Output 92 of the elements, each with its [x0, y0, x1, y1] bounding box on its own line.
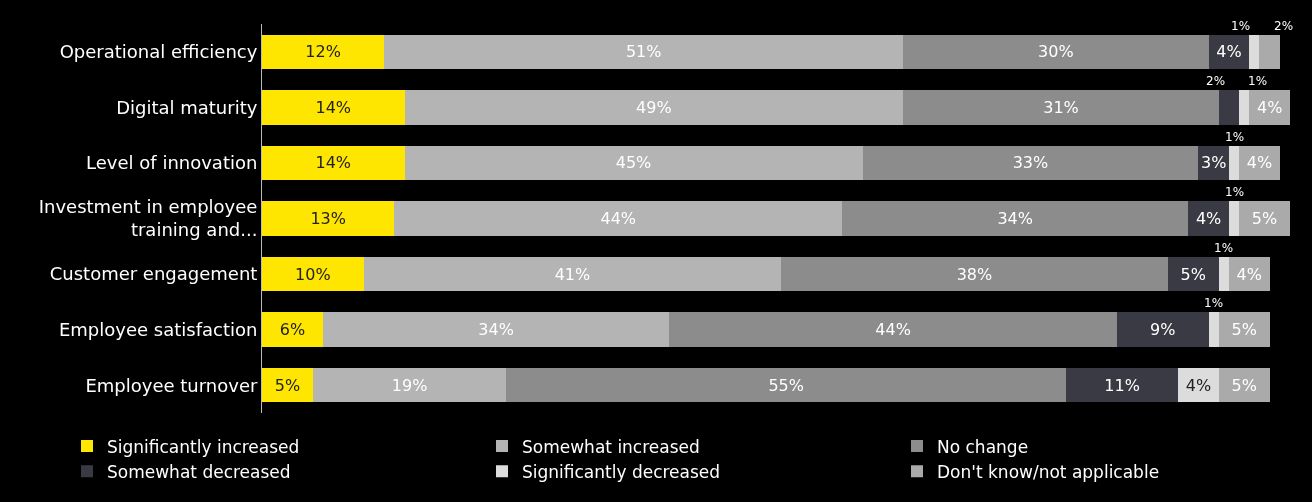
bar [262, 312, 324, 347]
bar [1218, 367, 1270, 403]
bar [1259, 34, 1280, 70]
data-label: 5% [1231, 320, 1257, 340]
bar [1218, 312, 1270, 347]
data-label: 5% [1231, 375, 1257, 395]
data-label: 3% [1200, 153, 1227, 173]
bar [781, 256, 1168, 292]
data-label: 5% [274, 375, 301, 395]
y-tick-label: Level of innovation [86, 152, 258, 174]
bar [903, 34, 1209, 70]
data-label: 2% [1274, 19, 1294, 33]
bar [669, 312, 1117, 347]
bar [384, 34, 904, 70]
data-label: 45% [615, 153, 652, 173]
bar [1228, 201, 1240, 236]
data-label: 14% [315, 97, 352, 117]
data-label: 11% [1104, 375, 1140, 395]
bar [262, 145, 405, 181]
legend-label: No change [937, 436, 1029, 457]
data-label: 34% [478, 320, 514, 340]
data-label: 4% [1185, 375, 1212, 395]
data-label: 44% [600, 209, 637, 228]
bar [862, 145, 1199, 181]
data-label: 1% [1231, 19, 1251, 33]
bar [1239, 90, 1250, 125]
bar [1249, 90, 1290, 125]
bar [312, 367, 507, 403]
data-label: 51% [625, 42, 662, 62]
bar [903, 90, 1219, 125]
data-label: 5% [1251, 209, 1278, 228]
data-label: 44% [875, 320, 911, 340]
bar [1208, 312, 1219, 347]
bar [1218, 256, 1229, 292]
data-label: 4% [1246, 153, 1273, 173]
legend-label: Somewhat decreased [107, 461, 291, 482]
data-label: 9% [1150, 320, 1176, 340]
bar [506, 367, 1067, 403]
bar [363, 256, 782, 292]
legend-label: Significantly decreased [522, 461, 721, 482]
bar [1188, 201, 1229, 236]
data-label: 1% [1225, 130, 1245, 144]
data-label: 1% [1204, 296, 1224, 310]
data-label: 33% [1012, 153, 1049, 173]
bar [404, 90, 904, 125]
data-label: 34% [997, 209, 1033, 228]
data-label: 38% [956, 264, 993, 284]
y-tick-label: Operational efficiency [59, 41, 258, 63]
bar [1228, 145, 1240, 181]
data-label: 41% [554, 264, 591, 284]
data-label: 12% [305, 42, 341, 62]
data-label: 4% [1216, 42, 1242, 62]
bar [842, 201, 1189, 236]
data-label: 30% [1038, 42, 1074, 62]
bar [1066, 367, 1179, 403]
y-tick-label: Employee satisfaction [58, 318, 258, 340]
data-label: 14% [315, 153, 352, 173]
data-label: 4% [1195, 209, 1222, 228]
bar [1167, 256, 1219, 292]
data-label: 1% [1214, 241, 1234, 255]
bar [1249, 34, 1260, 70]
data-label: 5% [1180, 264, 1206, 284]
y-tick-label: Investment in employee training and... [38, 196, 258, 241]
bar [1218, 90, 1240, 125]
bar [262, 34, 385, 70]
data-label: 13% [310, 209, 346, 228]
y-tick-label: Customer engagement [49, 263, 258, 285]
data-label: 10% [295, 264, 331, 284]
bar [262, 90, 405, 125]
y-tick-label: Employee turnover [85, 374, 258, 396]
bar [1116, 312, 1209, 347]
legend-label: Somewhat increased [522, 436, 700, 457]
data-label: 1% [1248, 74, 1268, 88]
y-tick-label: Digital maturity [116, 96, 258, 118]
bar [404, 145, 863, 181]
bar [262, 201, 395, 236]
data-label: 19% [391, 375, 428, 395]
data-label: 49% [636, 97, 672, 117]
data-label: 1% [1225, 185, 1245, 199]
data-label: 55% [768, 375, 804, 395]
legend-label: Significantly increased [107, 436, 300, 457]
bar [262, 256, 364, 292]
bar [262, 367, 313, 403]
legend-label: Don't know/not applicable [937, 461, 1160, 482]
data-label: 2% [1206, 74, 1226, 88]
data-label: 4% [1236, 264, 1262, 284]
data-label: 4% [1256, 97, 1283, 117]
bar [1239, 201, 1290, 236]
bar [394, 201, 843, 236]
bar [323, 312, 670, 347]
data-label: 6% [279, 320, 306, 340]
data-label: 31% [1043, 97, 1079, 117]
